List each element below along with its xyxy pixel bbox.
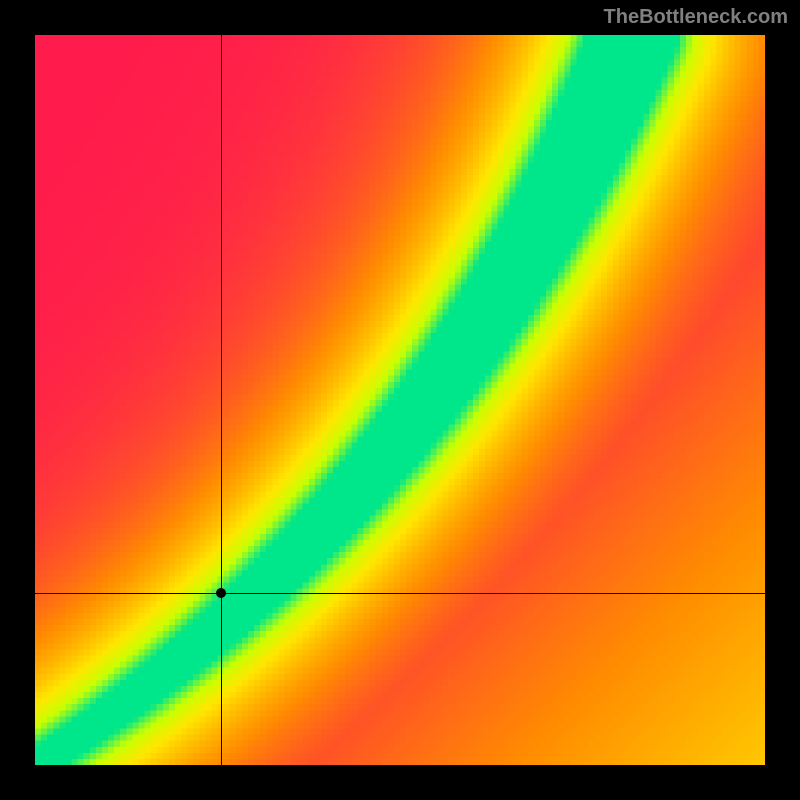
- crosshair-marker: [216, 588, 226, 598]
- crosshair-vertical: [221, 35, 222, 765]
- watermark-text: TheBottleneck.com: [604, 6, 788, 29]
- crosshair-horizontal: [35, 593, 765, 594]
- heatmap-canvas: [35, 35, 765, 765]
- plot-area: [35, 35, 765, 765]
